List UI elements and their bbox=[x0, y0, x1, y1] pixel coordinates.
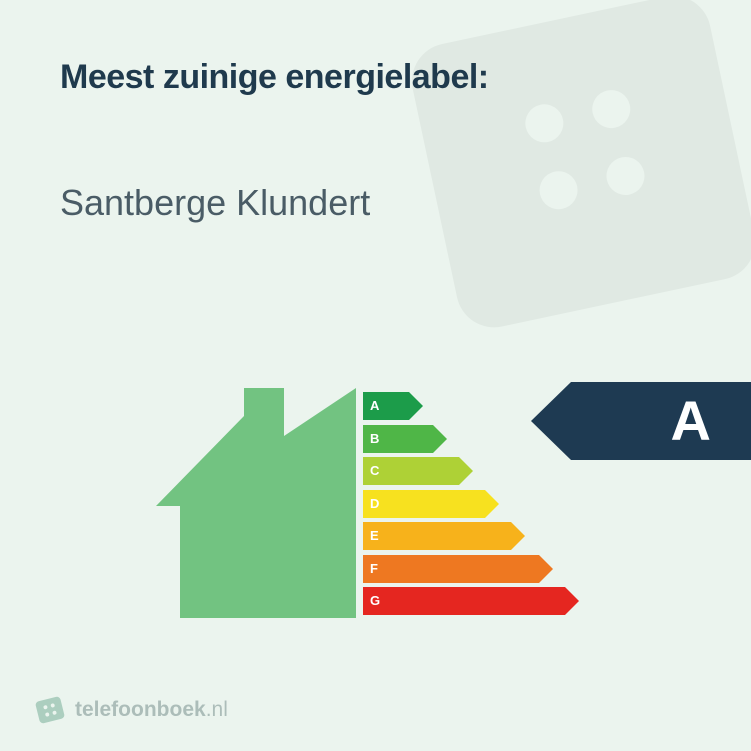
bar-label: A bbox=[370, 398, 379, 413]
bar-label: C bbox=[370, 463, 379, 478]
rating-letter: A bbox=[671, 388, 711, 453]
footer-brand-tld: .nl bbox=[206, 698, 228, 721]
location-name: Santberge Klundert bbox=[60, 182, 370, 224]
footer-brand-name: telefoonboek bbox=[75, 698, 206, 721]
phonebook-icon bbox=[32, 692, 68, 728]
bar-label: B bbox=[370, 431, 379, 446]
bar-label: D bbox=[370, 496, 379, 511]
footer-brand: telefoonboek.nl bbox=[35, 695, 228, 725]
bar-label: E bbox=[370, 528, 379, 543]
title: Meest zuinige energielabel: bbox=[60, 58, 489, 97]
bar-label: G bbox=[370, 593, 380, 608]
house-icon bbox=[156, 388, 356, 618]
bar-label: F bbox=[370, 561, 378, 576]
rating-badge bbox=[531, 382, 751, 460]
